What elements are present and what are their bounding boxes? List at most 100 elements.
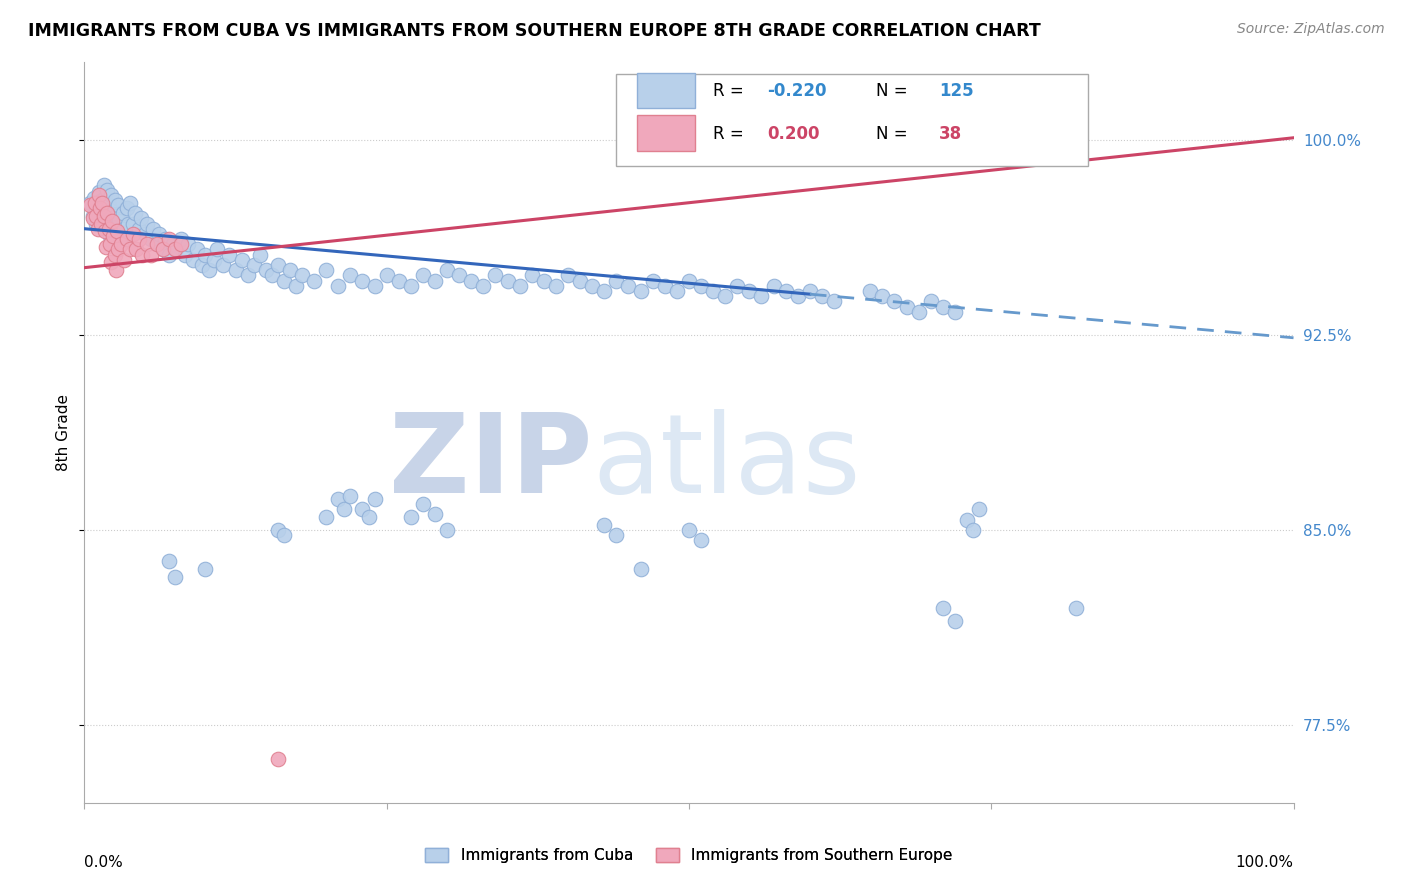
Point bbox=[115, 232, 138, 246]
Point bbox=[202, 252, 225, 267]
Point bbox=[218, 248, 240, 262]
Text: R =: R = bbox=[713, 82, 749, 100]
Point bbox=[484, 268, 506, 283]
Point bbox=[134, 227, 156, 241]
Point bbox=[932, 300, 955, 314]
Point bbox=[121, 227, 143, 241]
Point bbox=[194, 248, 217, 262]
Point bbox=[97, 214, 120, 228]
Point bbox=[139, 248, 162, 262]
Point bbox=[738, 284, 761, 298]
Point bbox=[96, 183, 118, 197]
FancyBboxPatch shape bbox=[637, 115, 695, 151]
Point bbox=[388, 274, 411, 288]
Point bbox=[363, 491, 385, 506]
Point bbox=[249, 248, 271, 262]
Point bbox=[907, 305, 929, 319]
Point bbox=[231, 252, 253, 267]
Point bbox=[375, 268, 398, 283]
Point bbox=[883, 294, 905, 309]
Point bbox=[423, 274, 446, 288]
Point bbox=[84, 195, 107, 210]
Point bbox=[104, 263, 127, 277]
Point bbox=[148, 227, 170, 241]
Point bbox=[333, 502, 356, 516]
Point bbox=[110, 229, 132, 244]
Point bbox=[242, 258, 264, 272]
Point bbox=[94, 221, 117, 235]
Point bbox=[593, 517, 616, 532]
Text: 125: 125 bbox=[939, 82, 974, 100]
Point bbox=[79, 195, 101, 210]
Point bbox=[630, 562, 652, 576]
Point bbox=[100, 255, 122, 269]
Point bbox=[714, 289, 737, 303]
Point bbox=[544, 278, 567, 293]
Point bbox=[363, 278, 385, 293]
Text: 0.0%: 0.0% bbox=[84, 855, 124, 870]
Point bbox=[173, 248, 195, 262]
Point bbox=[496, 274, 519, 288]
Point bbox=[97, 198, 120, 212]
Point bbox=[86, 221, 108, 235]
Point bbox=[87, 186, 110, 200]
Point bbox=[557, 268, 579, 283]
Point bbox=[267, 523, 290, 537]
Point bbox=[352, 274, 374, 288]
Point bbox=[762, 278, 785, 293]
Point bbox=[120, 243, 142, 257]
Point bbox=[181, 252, 204, 267]
Point bbox=[198, 263, 221, 277]
Point bbox=[83, 190, 105, 204]
Point bbox=[339, 268, 361, 283]
Point bbox=[100, 188, 122, 202]
Point bbox=[128, 232, 150, 246]
Point bbox=[823, 294, 845, 309]
Y-axis label: 8th Grade: 8th Grade bbox=[56, 394, 72, 471]
Point bbox=[112, 221, 135, 235]
Point bbox=[225, 263, 247, 277]
Point bbox=[94, 190, 117, 204]
Point bbox=[654, 278, 676, 293]
Point bbox=[1064, 601, 1087, 615]
Point bbox=[690, 533, 713, 548]
Point bbox=[152, 243, 174, 257]
Point bbox=[920, 294, 942, 309]
Text: R =: R = bbox=[713, 125, 749, 143]
Point bbox=[690, 278, 713, 293]
Point bbox=[399, 278, 422, 293]
Point bbox=[86, 209, 108, 223]
FancyBboxPatch shape bbox=[637, 72, 695, 108]
Point bbox=[267, 258, 290, 272]
Point bbox=[152, 243, 174, 257]
Point bbox=[872, 289, 894, 303]
Point bbox=[170, 237, 193, 252]
Point bbox=[520, 268, 543, 283]
Point bbox=[678, 523, 700, 537]
Point bbox=[165, 243, 187, 257]
Point bbox=[194, 562, 217, 576]
Text: -0.220: -0.220 bbox=[768, 82, 827, 100]
Point bbox=[339, 489, 361, 503]
Point bbox=[284, 278, 308, 293]
Point bbox=[157, 554, 180, 568]
Point bbox=[131, 248, 153, 262]
Point bbox=[157, 248, 180, 262]
Point bbox=[165, 243, 187, 257]
Legend: Immigrants from Cuba, Immigrants from Southern Europe: Immigrants from Cuba, Immigrants from So… bbox=[419, 842, 959, 869]
Point bbox=[436, 263, 458, 277]
Point bbox=[328, 491, 350, 506]
Point bbox=[605, 274, 627, 288]
Point bbox=[157, 232, 180, 246]
Point bbox=[956, 513, 979, 527]
Point bbox=[101, 214, 124, 228]
Point bbox=[104, 248, 127, 262]
Point bbox=[139, 232, 162, 246]
Point bbox=[291, 268, 314, 283]
Point bbox=[101, 203, 124, 218]
Point bbox=[436, 523, 458, 537]
Point bbox=[302, 274, 325, 288]
Point bbox=[357, 510, 380, 524]
Point bbox=[112, 206, 135, 220]
Point bbox=[89, 198, 111, 212]
